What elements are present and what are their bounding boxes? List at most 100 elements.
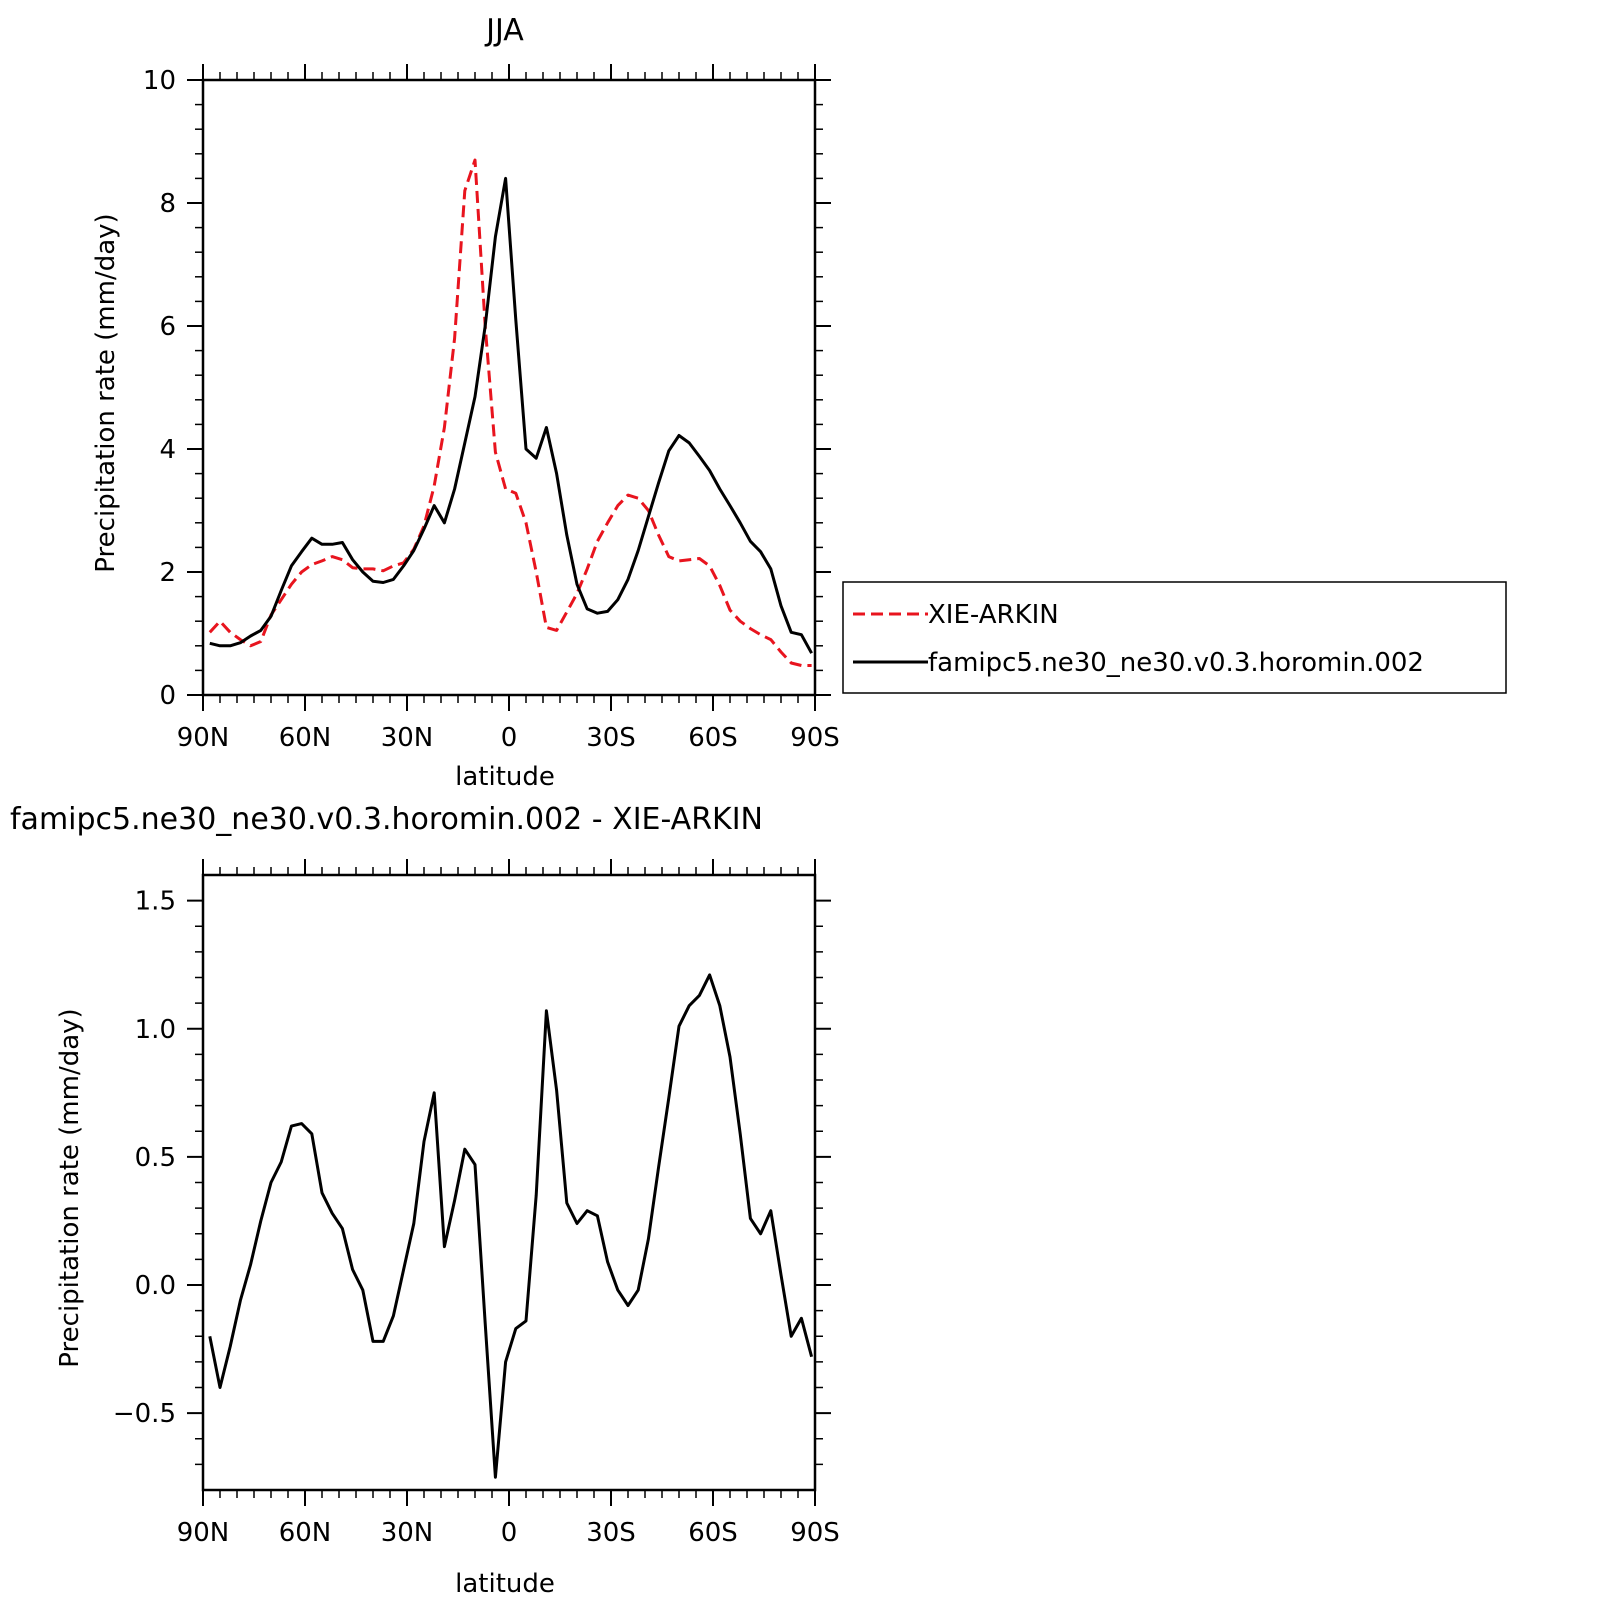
data-point: [494, 235, 497, 238]
data-point: [749, 627, 752, 630]
x-tick-label: 90S: [790, 723, 840, 753]
data-point: [474, 395, 477, 398]
data-point: [565, 1202, 568, 1205]
data-point: [667, 449, 670, 452]
data-point: [800, 633, 803, 636]
data-point: [637, 497, 640, 500]
series-line-xie-arkin: [208, 158, 812, 667]
x-tick-label: 30S: [586, 723, 636, 753]
x-tick-label: 30N: [381, 723, 434, 753]
data-point: [606, 521, 609, 524]
data-point: [443, 426, 446, 429]
data-point: [647, 515, 650, 518]
data-point: [290, 1125, 293, 1128]
data-point: [494, 451, 497, 454]
data-point: [321, 1191, 324, 1194]
data-point: [667, 1096, 670, 1099]
data-point: [596, 540, 599, 543]
data-point: [341, 541, 344, 544]
legend-box: [842, 581, 1507, 694]
data-point: [402, 564, 405, 567]
series-line-famipc5-ne30-ne30-v0-3-horomin-002: [209, 176, 813, 654]
y-axis-label: Precipitation rate (mm/day): [91, 213, 121, 572]
series-layer: [208, 158, 813, 667]
data-point: [259, 629, 262, 632]
axes-layer: 90N 60N 30N 0 30S 60S 90S −0.5 0.0 0.5 1.0 1.5: [113, 859, 840, 1548]
data-point: [545, 426, 548, 429]
data-point: [463, 441, 466, 444]
data-point: [239, 1299, 242, 1302]
data-point: [616, 598, 619, 601]
data-point: [382, 581, 385, 584]
data-point: [219, 1386, 222, 1389]
data-point: [565, 611, 568, 614]
x-tick-label: 30N: [381, 1518, 434, 1548]
data-point: [698, 994, 701, 997]
data-point: [208, 631, 211, 634]
data-point: [586, 567, 589, 570]
data-point: [525, 521, 528, 524]
data-point: [474, 159, 477, 162]
data-point: [627, 578, 630, 581]
x-tick-label: 0: [501, 1518, 518, 1548]
data-point: [463, 189, 466, 192]
difference-chart-title: famipc5.ne30_ne30.v0.3.horomin.002 - XIE…: [10, 802, 763, 837]
data-point: [616, 1289, 619, 1292]
data-point: [321, 543, 324, 546]
data-point: [433, 504, 436, 507]
data-point: [453, 488, 456, 491]
data-point: [392, 564, 395, 567]
data-point: [300, 550, 303, 553]
data-point: [229, 1345, 232, 1348]
data-point: [688, 558, 691, 561]
data-point: [810, 664, 813, 667]
data-point: [555, 629, 558, 632]
data-point: [565, 534, 568, 537]
data-point: [382, 569, 385, 572]
data-point: [443, 1245, 446, 1248]
data-point: [718, 488, 721, 491]
data-point: [249, 644, 252, 647]
data-point: [443, 521, 446, 524]
data-point: [657, 534, 660, 537]
data-point: [341, 1227, 344, 1230]
data-point: [504, 1360, 507, 1363]
data-point: [678, 1025, 681, 1028]
data-point: [555, 1089, 558, 1092]
data-point: [576, 1222, 579, 1225]
data-point: [453, 1199, 456, 1202]
data-point: [586, 1209, 589, 1212]
data-point: [739, 521, 742, 524]
data-point: [484, 325, 487, 328]
data-point: [718, 1004, 721, 1007]
data-point: [372, 1340, 375, 1343]
data-point: [392, 578, 395, 581]
data-point: [647, 1237, 650, 1240]
data-point: [800, 664, 803, 667]
y-tick-label: 0: [159, 681, 176, 711]
data-point: [729, 504, 732, 507]
x-tick-label: 0: [501, 723, 518, 753]
data-point: [729, 1055, 732, 1058]
data-point: [576, 583, 579, 586]
data-point: [423, 1140, 426, 1143]
data-point: [351, 558, 354, 561]
data-point: [596, 612, 599, 615]
data-point: [514, 492, 517, 495]
data-point: [300, 1122, 303, 1125]
data-point: [810, 652, 813, 655]
data-point: [545, 1009, 548, 1012]
data-point: [270, 1181, 273, 1184]
axes-layer: 90N 60N 30N 0 30S 60S 90S 0 2 4 6 8 10: [143, 64, 840, 753]
data-point: [535, 1194, 538, 1197]
data-point: [514, 318, 517, 321]
data-point: [698, 557, 701, 560]
data-point: [769, 567, 772, 570]
y-tick-label: 1.5: [135, 887, 176, 917]
data-point: [586, 607, 589, 610]
data-point: [321, 559, 324, 562]
data-point: [780, 1273, 783, 1276]
series-layer: [208, 973, 814, 1479]
